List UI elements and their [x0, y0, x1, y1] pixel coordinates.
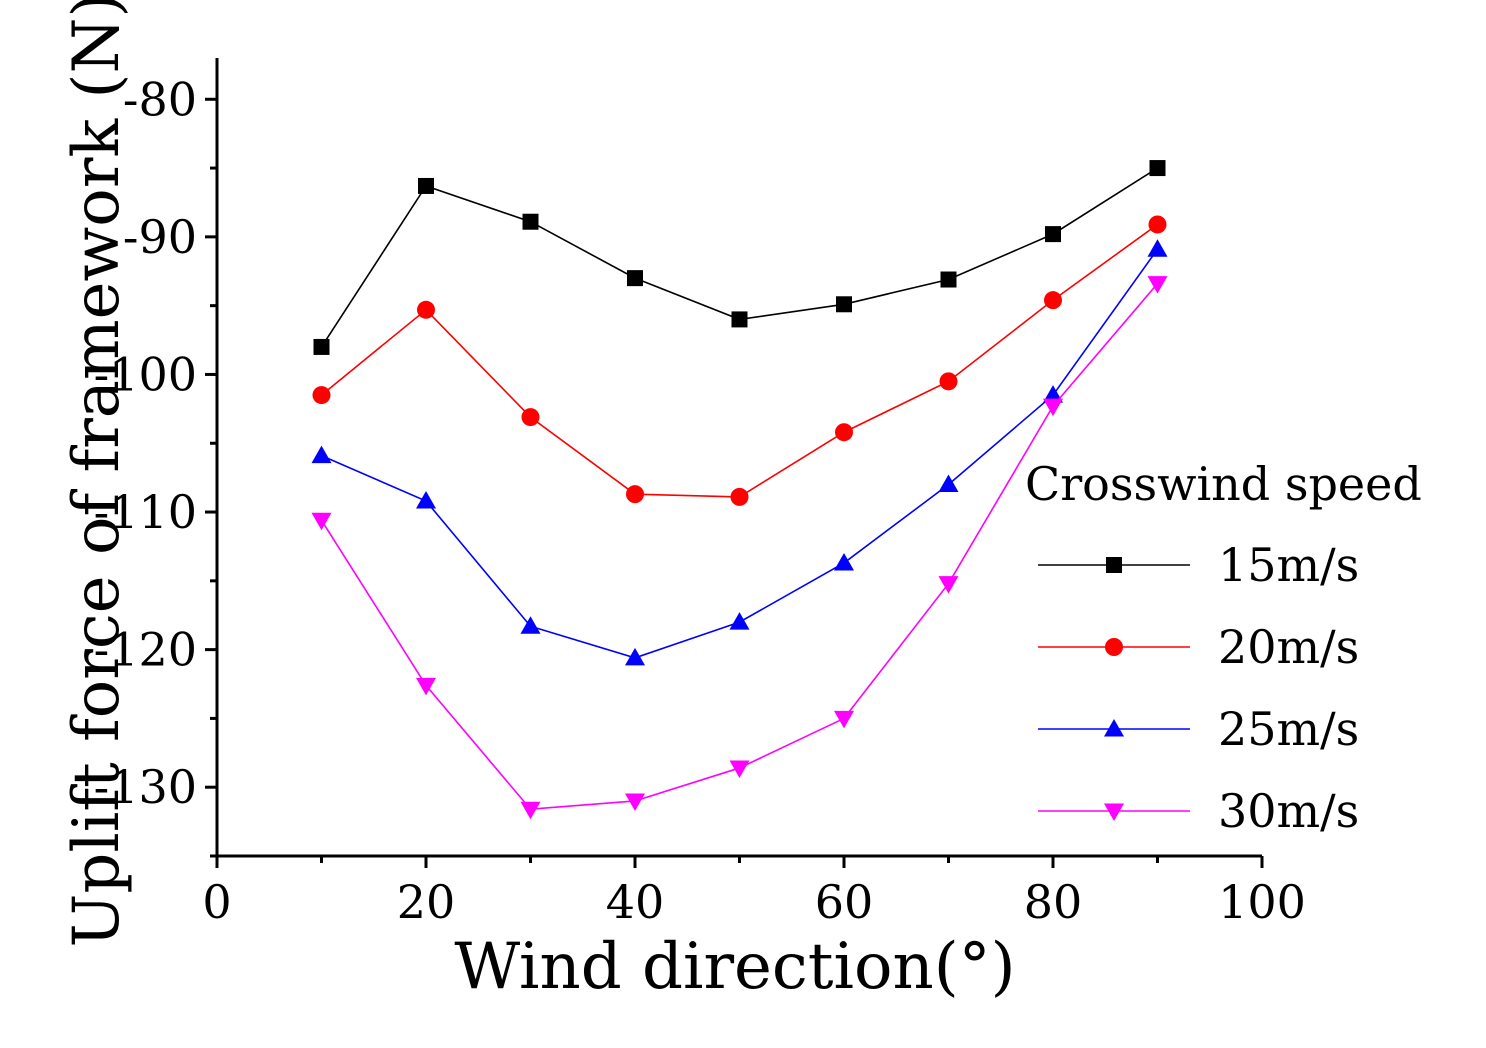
series-15m-per-s — [313, 160, 1166, 355]
legend-marker — [1105, 638, 1123, 656]
legend-title: Crosswind speed — [1025, 457, 1422, 511]
data-point — [627, 270, 643, 287]
data-point — [625, 647, 645, 666]
data-point — [520, 616, 541, 634]
data-point — [418, 177, 434, 194]
data-point — [416, 491, 436, 509]
y-tick-label: -100 — [94, 347, 197, 401]
data-point — [731, 311, 748, 328]
data-point — [835, 423, 853, 442]
data-point — [730, 487, 749, 506]
y-axis-title: Uplift force of framework (N) — [60, 0, 134, 948]
data-point — [311, 512, 332, 531]
series-line — [321, 248, 1159, 659]
legend-marker — [1106, 557, 1122, 573]
legend-marker — [1104, 803, 1124, 821]
data-point — [836, 296, 852, 313]
legend-label: 20m/s — [1218, 620, 1359, 674]
y-tick-label: -130 — [94, 760, 197, 814]
data-point — [1043, 398, 1063, 417]
x-axis-title: Wind direction(°) — [454, 930, 1015, 1004]
legend-item: 15m/s — [1038, 538, 1359, 592]
series-25m-per-s — [311, 239, 1168, 666]
data-point — [1148, 215, 1167, 234]
legend-item: 25m/s — [1038, 702, 1359, 756]
data-point — [1043, 385, 1063, 403]
data-point — [312, 386, 331, 405]
x-tick-label: 0 — [202, 875, 231, 929]
data-point — [416, 677, 436, 696]
data-point — [522, 213, 539, 230]
x-tick-label: 20 — [397, 875, 456, 929]
data-point — [625, 793, 645, 811]
data-point — [1147, 276, 1168, 294]
legend-marker — [1104, 719, 1124, 737]
data-point — [311, 445, 332, 464]
data-point — [940, 271, 957, 288]
legend: Crosswind speed 15m/s 20m/s 25m/s 30m/s — [1025, 457, 1422, 838]
x-tick-label: 40 — [606, 875, 665, 929]
data-point — [938, 576, 959, 594]
data-point — [417, 300, 435, 319]
y-tick-label: -120 — [94, 623, 197, 677]
series-line — [320, 283, 1159, 811]
data-point — [626, 485, 644, 504]
y-tick-label: -80 — [123, 72, 197, 126]
data-point — [1147, 239, 1168, 257]
data-point — [1149, 160, 1166, 177]
data-point — [1045, 226, 1061, 243]
legend-item: 20m/s — [1038, 620, 1359, 674]
y-tick-label: -90 — [123, 210, 197, 264]
series-layer — [311, 160, 1168, 820]
data-point — [1044, 291, 1062, 310]
data-point — [729, 760, 750, 778]
axes: 0 20 40 60 80 100 -80 -90 -100 -110 -120 -130 — [94, 58, 1306, 929]
data-point — [313, 338, 330, 355]
x-tick-label: 80 — [1024, 875, 1083, 929]
legend-label: 15m/s — [1218, 538, 1359, 592]
x-tick-label: 60 — [815, 875, 874, 929]
data-point — [729, 612, 750, 630]
data-point — [938, 474, 959, 493]
data-point — [939, 372, 958, 391]
data-point — [520, 801, 541, 820]
data-point — [834, 710, 854, 729]
data-point — [521, 408, 540, 427]
y-tick-label: -110 — [94, 485, 197, 539]
series-20m-per-s — [312, 215, 1167, 506]
data-point — [834, 552, 854, 571]
x-tick-label: 100 — [1218, 875, 1306, 929]
series-30m-per-s — [311, 276, 1168, 820]
legend-label: 30m/s — [1218, 784, 1359, 838]
legend-label: 25m/s — [1218, 702, 1359, 756]
legend-item: 30m/s — [1038, 784, 1359, 838]
